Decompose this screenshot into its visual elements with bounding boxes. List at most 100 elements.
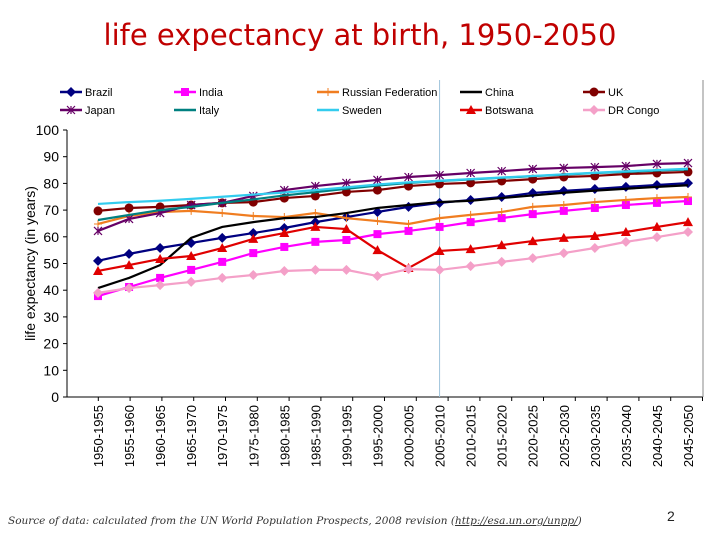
- data-point-dr-congo: [527, 253, 538, 264]
- data-point-india: [404, 226, 413, 235]
- legend-label: Brazil: [85, 87, 113, 99]
- legend-item-sweden: Sweden: [317, 105, 382, 117]
- data-point-russian-federation: [497, 207, 506, 216]
- data-point-brazil: [93, 255, 103, 266]
- legend-marker: [181, 88, 189, 96]
- data-point-japan: [341, 178, 351, 188]
- data-point-russian-federation: [218, 209, 227, 218]
- source-link[interactable]: http://esa.un.org/unpp/: [454, 515, 578, 527]
- legend-label: Russian Federation: [342, 87, 437, 99]
- data-point-brazil: [155, 243, 166, 254]
- data-point-india: [373, 230, 382, 239]
- data-point-brazil: [403, 201, 414, 212]
- data-point-india: [466, 218, 475, 227]
- series-dr-congo: [93, 226, 693, 298]
- data-point-uk: [93, 206, 103, 216]
- x-tick-label: 2020-2025: [526, 405, 541, 467]
- data-point-japan: [404, 172, 413, 182]
- data-point-botswana: [124, 260, 135, 270]
- y-tick-label: 20: [43, 336, 59, 352]
- series-line-china: [97, 184, 689, 290]
- data-point-russian-federation: [652, 194, 661, 203]
- x-tick-label: 2000-2005: [402, 405, 417, 467]
- data-point-dr-congo: [124, 283, 135, 294]
- data-point-brazil: [683, 178, 693, 189]
- data-point-russian-federation: [94, 219, 102, 228]
- legend-label: India: [199, 87, 224, 99]
- data-point-japan: [528, 164, 538, 174]
- y-tick-label: 40: [43, 282, 59, 298]
- legend-item-india: India: [174, 87, 224, 99]
- data-point-brazil: [248, 228, 259, 239]
- legend-marker: [589, 105, 599, 115]
- data-point-japan: [435, 170, 445, 180]
- data-point-japan: [559, 163, 569, 173]
- data-point-dr-congo: [465, 261, 476, 272]
- series-line-russian-federation: [97, 195, 689, 226]
- data-point-japan: [310, 181, 320, 191]
- x-tick-label: 1960-1965: [153, 405, 168, 467]
- x-tick-label: 2045-2050: [681, 405, 696, 467]
- data-point-dr-congo: [186, 276, 197, 287]
- legend-item-botswana: Botswana: [460, 105, 534, 117]
- data-point-india: [156, 273, 165, 282]
- data-point-japan: [497, 166, 507, 176]
- y-tick-label: 60: [43, 229, 59, 245]
- data-point-botswana: [248, 233, 259, 243]
- data-point-russian-federation: [435, 214, 444, 223]
- data-point-russian-federation: [684, 193, 692, 202]
- series-line-sweden: [97, 167, 689, 206]
- data-point-botswana: [341, 224, 352, 234]
- source-note: Source of data: calculated from the UN W…: [8, 515, 582, 527]
- page-number: 2: [667, 508, 675, 524]
- data-point-india: [249, 249, 258, 258]
- x-tick-label: 1965-1970: [184, 405, 199, 467]
- data-point-botswana: [683, 217, 693, 227]
- data-point-india: [497, 214, 506, 223]
- x-tick-label: 2035-2040: [619, 405, 634, 467]
- data-point-japan: [373, 175, 382, 185]
- data-point-botswana: [434, 245, 445, 255]
- series-italy: [97, 168, 689, 222]
- data-point-botswana: [558, 232, 569, 242]
- data-point-dr-congo: [620, 236, 631, 247]
- series-line-india: [97, 199, 689, 298]
- legend-label: DR Congo: [608, 105, 659, 117]
- data-point-india: [218, 257, 227, 266]
- y-axis-label: life expectancy (in years): [22, 186, 38, 341]
- data-point-dr-congo: [651, 232, 662, 243]
- data-point-japan: [93, 226, 103, 236]
- legend-label: Botswana: [485, 105, 534, 117]
- data-point-india: [342, 236, 351, 245]
- data-point-india: [528, 210, 537, 219]
- data-point-japan: [590, 162, 600, 172]
- data-point-japan: [466, 168, 476, 178]
- data-point-botswana: [496, 240, 507, 250]
- x-tick-label: 2005-2010: [433, 405, 448, 467]
- x-tick-label: 1975-1980: [246, 405, 261, 467]
- data-point-russian-federation: [466, 210, 475, 219]
- legend-label: Sweden: [342, 105, 382, 117]
- data-point-botswana: [217, 243, 228, 253]
- data-point-dr-congo: [93, 287, 103, 298]
- data-point-russian-federation: [559, 201, 568, 210]
- data-point-botswana: [279, 228, 290, 238]
- x-tick-label: 2010-2015: [464, 405, 479, 467]
- data-point-russian-federation: [404, 219, 413, 228]
- data-point-india: [684, 197, 692, 206]
- x-tick-label: 1985-1990: [308, 405, 323, 467]
- legend-marker: [324, 88, 332, 96]
- y-tick-label: 0: [51, 389, 59, 405]
- data-point-dr-congo: [683, 226, 693, 237]
- x-tick-label: 1990-1995: [339, 405, 354, 467]
- x-tick-label: 2030-2035: [588, 405, 603, 467]
- data-point-russian-federation: [342, 214, 351, 223]
- data-point-india: [652, 198, 661, 207]
- data-point-japan: [652, 159, 662, 169]
- y-tick-label: 100: [36, 122, 60, 138]
- data-point-uk: [124, 203, 134, 213]
- series-line-dr-congo: [97, 230, 689, 294]
- data-point-uk: [372, 185, 382, 195]
- data-point-dr-congo: [589, 243, 600, 254]
- data-point-india: [280, 242, 289, 251]
